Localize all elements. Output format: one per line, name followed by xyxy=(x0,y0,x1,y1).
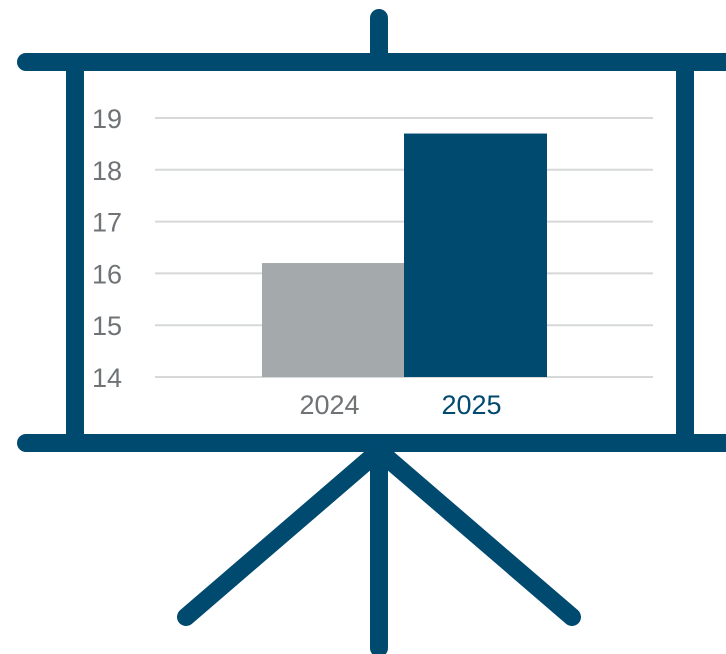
easel-left-leg xyxy=(177,442,388,626)
bar-2024 xyxy=(262,263,405,377)
y-tick-label: 19 xyxy=(92,104,122,134)
y-tick-label: 18 xyxy=(92,156,122,186)
x-tick-label-2025: 2025 xyxy=(441,390,501,420)
chart-bars xyxy=(262,133,547,377)
y-tick-label: 16 xyxy=(92,259,122,289)
presentation-easel-icon xyxy=(17,9,726,654)
y-axis-ticks: 14 15 16 17 18 19 xyxy=(92,104,122,393)
easel-right-leg xyxy=(370,442,581,626)
y-tick-label: 14 xyxy=(92,363,122,393)
y-tick-label: 15 xyxy=(92,311,122,341)
bar-2025 xyxy=(404,133,547,377)
x-axis-labels: 2024 2025 xyxy=(299,390,501,420)
x-tick-label-2024: 2024 xyxy=(299,390,359,420)
y-tick-label: 17 xyxy=(92,208,122,238)
